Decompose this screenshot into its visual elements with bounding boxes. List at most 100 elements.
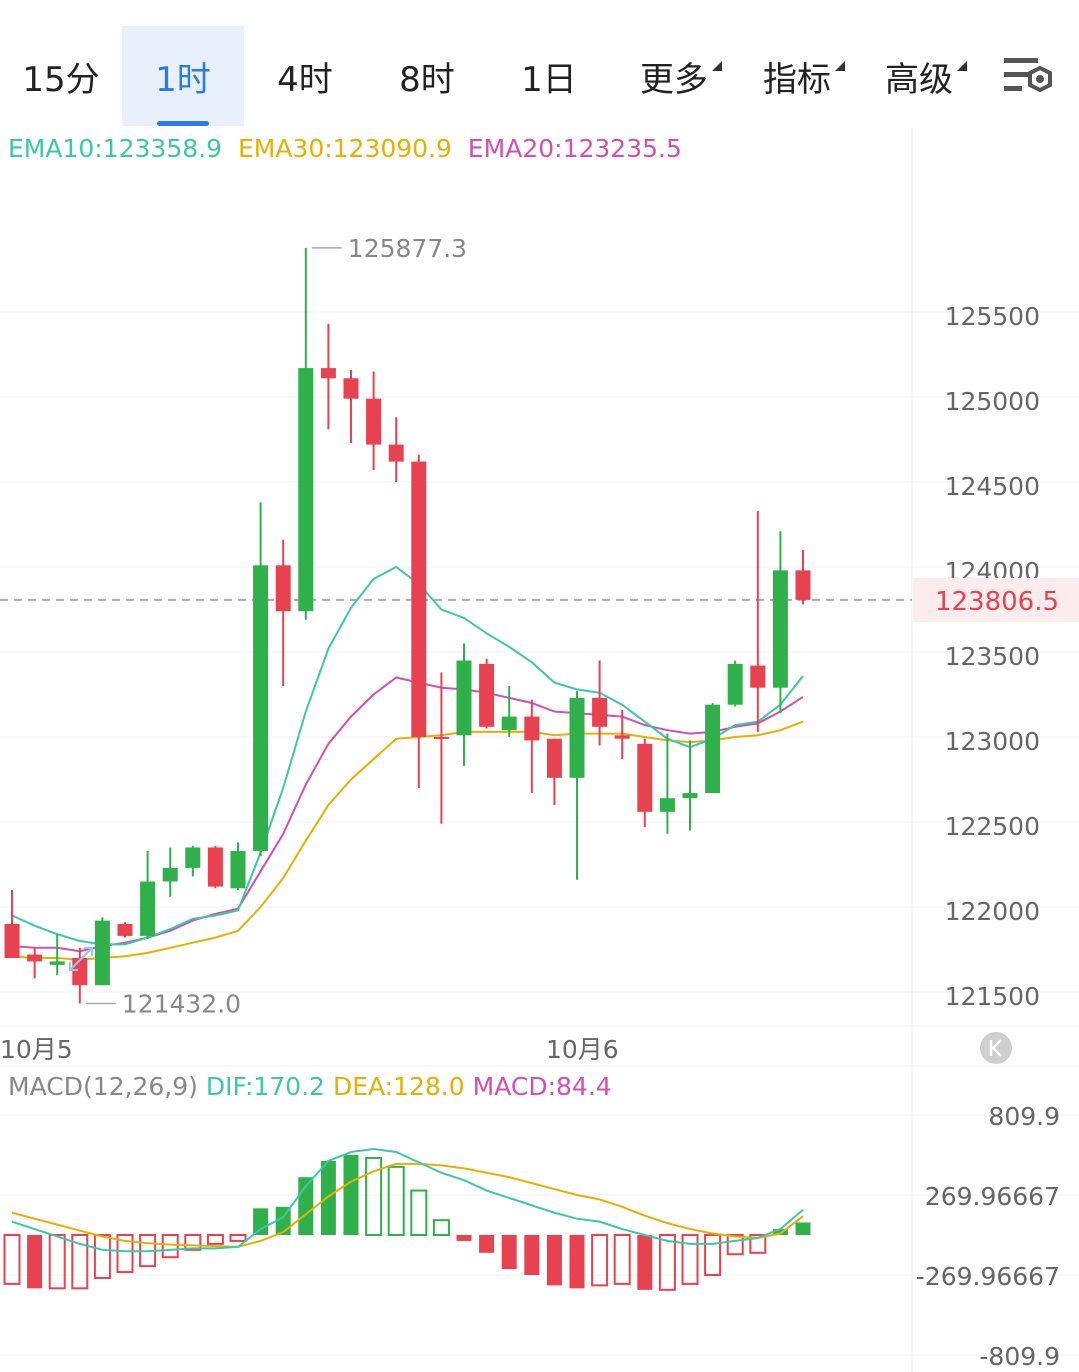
macd-bar [116, 1234, 134, 1274]
macd-bar [704, 1234, 722, 1277]
tab-5[interactable]: 更多 [612, 26, 736, 126]
macd-bar [206, 1234, 224, 1245]
macd-bar [569, 1235, 585, 1289]
macd-label-dif: DIF:170.2 [206, 1072, 325, 1101]
candle-body [524, 716, 540, 741]
ema10-line [11, 565, 804, 946]
macd-bar [71, 1234, 89, 1290]
macd-bar [253, 1208, 269, 1235]
low-marker-label: 121432.0 [122, 990, 241, 1019]
tab-label: 指标 [763, 52, 845, 101]
tab-3[interactable]: 8时 [366, 26, 488, 126]
candle-body [411, 461, 427, 737]
macd-bar [410, 1189, 428, 1236]
macd-label-params: MACD(12,26,9) [8, 1072, 198, 1101]
candle-body [456, 660, 472, 736]
price-tick-label: 125500 [945, 302, 1040, 331]
macd-header: MACD(12,26,9) DIF:170.2 DEA:128.0 MACD:84.4 [8, 1072, 612, 1101]
macd-bar [681, 1234, 699, 1285]
candle-body [705, 704, 721, 794]
macd-bar [229, 1234, 247, 1242]
macd-tick-label: -269.96667 [916, 1262, 1060, 1291]
macd-bar [27, 1235, 43, 1289]
macd-bar [726, 1234, 744, 1256]
candle-body [298, 368, 314, 612]
candle-body [772, 570, 788, 688]
macd-bar [613, 1234, 631, 1285]
candle-body [343, 378, 359, 399]
candle-body [140, 881, 156, 936]
candle-body [94, 920, 110, 986]
macd-bar [637, 1235, 653, 1290]
tab-0[interactable]: 15分 [0, 26, 122, 126]
candle-body [750, 665, 766, 688]
timeframe-tabs: 15分 1时 4时 8时 1日 更多 指标 高级 [0, 0, 1079, 128]
candle-body [275, 565, 291, 612]
chart-settings-button[interactable] [1000, 52, 1058, 104]
macd-bar [546, 1235, 562, 1286]
price-tick-label: 122500 [945, 812, 1040, 841]
macd-bar [772, 1229, 788, 1235]
candle-body [637, 743, 653, 812]
chart-settings-icon [1004, 58, 1052, 93]
macd-bar [343, 1154, 359, 1235]
date-label: 10月6 [546, 1035, 619, 1064]
macd-bar [658, 1234, 676, 1291]
current-price-tag [913, 577, 1079, 622]
caret-down-icon [957, 60, 967, 71]
ema20-line [11, 676, 804, 953]
tab-2[interactable]: 4时 [244, 26, 366, 126]
macd-label-macd: MACD:84.4 [473, 1072, 612, 1101]
reset-view-button[interactable] [980, 1032, 1012, 1064]
candle-body [253, 565, 269, 851]
macd-bar [501, 1235, 517, 1270]
dea-line [11, 1162, 804, 1248]
price-tick-label: 123500 [945, 642, 1040, 671]
macd-bar [320, 1160, 336, 1235]
price-tick-label: 123000 [945, 727, 1040, 756]
price-tick-label: 125000 [945, 387, 1040, 416]
macd-bar [524, 1235, 540, 1276]
macd-tick-label: 269.96667 [925, 1182, 1060, 1211]
candle-body [27, 954, 43, 962]
candle-body [546, 738, 562, 778]
caret-down-icon [712, 60, 722, 71]
tab-1[interactable]: 1时 [122, 26, 244, 126]
macd-bar [3, 1234, 21, 1285]
macd-label-dea: DEA:128.0 [333, 1072, 465, 1101]
macd-tick-label: 809.9 [988, 1102, 1060, 1131]
macd-bar [456, 1235, 472, 1241]
tab-6[interactable]: 指标 [736, 26, 858, 126]
macd-bar [365, 1156, 383, 1237]
ema-label-ema10: EMA10:123358.9 [8, 134, 222, 163]
candle-body [727, 663, 743, 705]
candle-body [433, 737, 449, 739]
macd-tick-label: -809.9 [979, 1342, 1060, 1371]
candle-body [388, 444, 404, 462]
candle-body [569, 697, 585, 778]
kline-chart[interactable]: 1255001250001245001240001235001230001225… [0, 128, 1079, 1372]
price-tick-label: 124500 [945, 472, 1040, 501]
candle-body [72, 958, 88, 986]
candle-body [366, 398, 382, 445]
ema-header: EMA10:123358.9 EMA30:123090.9 EMA20:1232… [8, 134, 682, 163]
candle-body [501, 716, 517, 731]
macd-bar [387, 1165, 405, 1236]
date-label: 10月5 [0, 1035, 73, 1064]
candle-body [320, 368, 336, 379]
ema-label-ema20: EMA20:123235.5 [460, 134, 682, 163]
candle-body [117, 924, 133, 936]
tab-7[interactable]: 高级 [858, 26, 980, 126]
tab-label: 更多 [640, 52, 722, 101]
tab-4[interactable]: 1日 [488, 26, 610, 126]
macd-bar [161, 1234, 179, 1259]
candle-body [230, 850, 246, 889]
candle-body [162, 867, 178, 882]
expand-arrow-icon [69, 947, 93, 971]
caret-down-icon [835, 60, 845, 71]
macd-bar [479, 1235, 495, 1253]
macd-bar [749, 1234, 767, 1254]
candle-body [4, 924, 20, 958]
candle-body [185, 847, 201, 868]
macd-bar [432, 1219, 450, 1236]
